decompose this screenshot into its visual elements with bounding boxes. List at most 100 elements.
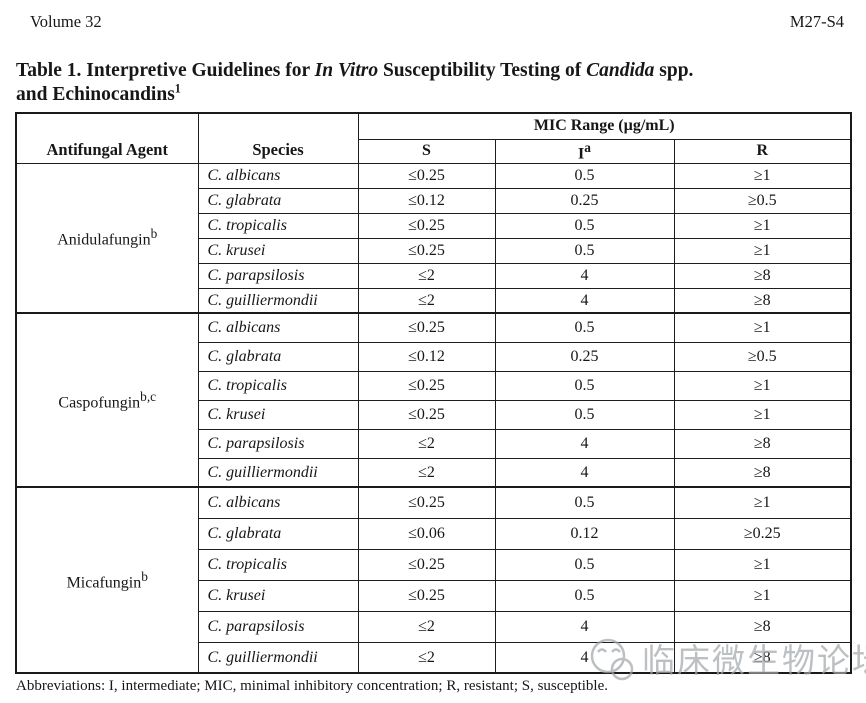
species-cell: C. glabrata <box>197 187 359 214</box>
agent-name: Micafungin <box>66 573 142 591</box>
i-value-cell: 4 <box>494 457 675 488</box>
species-cell: C. guilliermondii <box>197 287 359 314</box>
s-value-cell: ≤2 <box>357 641 496 674</box>
s-value-cell: ≤0.25 <box>357 579 496 612</box>
table-title-line2: and Echinocandins1 <box>16 81 862 107</box>
species-cell: C. glabrata <box>197 517 359 550</box>
table-row: C. guilliermondii ≤2 4 ≥8 <box>16 287 852 314</box>
volume-label: Volume 32 <box>30 12 102 31</box>
table-row: C. parapsilosis ≤2 4 ≥8 <box>16 262 852 289</box>
i-value-cell: 0.12 <box>494 517 675 550</box>
r-value-cell: ≥8 <box>673 610 852 643</box>
header-row-sir: S Ia R <box>16 138 852 164</box>
species-cell: C. albicans <box>197 312 359 343</box>
table-row: C. parapsilosis ≤2 4 ≥8 <box>16 428 852 459</box>
s-value-cell: ≤0.12 <box>357 341 496 372</box>
species-cell: C. parapsilosis <box>197 262 359 289</box>
i-value-cell: 4 <box>494 641 675 674</box>
s-value-cell: ≤0.25 <box>357 212 496 239</box>
title-text: spp. <box>654 60 694 81</box>
i-value-cell: 4 <box>494 287 675 314</box>
species-cell: C. parapsilosis <box>197 428 359 459</box>
table-title-line1: Table 1. Interpretive Guidelines for In … <box>16 59 862 83</box>
i-value-cell: 0.5 <box>494 399 675 430</box>
i-value-cell: 0.5 <box>494 486 675 519</box>
i-value-cell: 0.5 <box>494 312 675 343</box>
species-cell: C. krusei <box>197 237 359 264</box>
table-row: C. krusei ≤0.25 0.5 ≥1 <box>16 579 852 612</box>
s-value-cell: ≤2 <box>357 262 496 289</box>
r-value-cell: ≥1 <box>673 162 852 189</box>
header-row-mic-range: Antifungal Agent Species MIC Range (µg/m… <box>15 112 852 164</box>
i-value-cell: 0.5 <box>494 548 675 581</box>
s-value-cell: ≤0.25 <box>357 162 496 189</box>
table-row: C. glabrata ≤0.12 0.25 ≥0.5 <box>16 187 852 214</box>
s-value-cell: ≤0.12 <box>357 187 496 214</box>
r-value-cell: ≥1 <box>673 399 852 430</box>
document-code-label: M27-S4 <box>789 12 844 31</box>
agent-name: Caspofungin <box>58 393 141 411</box>
s-value-cell: ≤0.25 <box>357 370 496 401</box>
r-value-cell: ≥8 <box>673 457 852 488</box>
r-value-cell: ≥8 <box>673 287 852 314</box>
species-cell: C. krusei <box>197 579 359 612</box>
r-value-cell: ≥0.5 <box>673 341 852 372</box>
agent-footnote-marker: b <box>150 226 158 242</box>
title-italic-in-vitro: In Vitro <box>314 60 379 81</box>
i-value-cell: 0.5 <box>494 237 675 264</box>
table-row: C. glabrata ≤0.06 0.12 ≥0.25 <box>16 517 852 550</box>
table-row: C. glabrata ≤0.12 0.25 ≥0.5 <box>16 341 852 372</box>
r-value-cell: ≥1 <box>673 237 852 264</box>
agent-name: Anidulafungin <box>57 231 151 249</box>
header-s: S <box>357 138 496 164</box>
i-value-cell: 0.5 <box>494 370 675 401</box>
table-title: Table 1. Interpretive Guidelines for In … <box>16 59 862 106</box>
i-value-cell: 0.5 <box>494 162 675 189</box>
i-value-cell: 0.5 <box>494 579 675 612</box>
table-header: Antifungal Agent Species MIC Range (µg/m… <box>15 112 852 164</box>
agent-footnote-marker: b,c <box>140 388 157 404</box>
s-value-cell: ≤0.25 <box>357 548 496 581</box>
table-row: C. guilliermondii ≤2 4 ≥8 <box>16 457 852 488</box>
table-body: Anidulafunginb C. albicans ≤0.25 0.5 ≥1 … <box>15 162 852 674</box>
header-i: Ia <box>494 138 675 164</box>
agent-cell-micafungin: Micafunginb <box>15 486 199 674</box>
species-cell: C. guilliermondii <box>197 457 359 488</box>
title-text: Table 1. Interpretive Guidelines for <box>16 60 315 81</box>
title-footnote-marker: 1 <box>174 81 181 95</box>
header-i-label: I <box>578 144 585 162</box>
r-value-cell: ≥1 <box>673 312 852 343</box>
species-cell: C. tropicalis <box>197 548 359 581</box>
species-cell: C. krusei <box>197 399 359 430</box>
r-value-cell: ≥0.25 <box>673 517 852 550</box>
table-row: C. krusei ≤0.25 0.5 ≥1 <box>16 237 852 264</box>
header-antifungal-agent: Antifungal Agent <box>15 112 199 164</box>
table-row: C. tropicalis ≤0.25 0.5 ≥1 <box>16 370 852 401</box>
i-value-cell: 0.25 <box>494 187 675 214</box>
species-cell: C. guilliermondii <box>197 641 359 674</box>
r-value-cell: ≥8 <box>673 262 852 289</box>
s-value-cell: ≤0.25 <box>357 312 496 343</box>
i-value-cell: 4 <box>494 610 675 643</box>
header-species: Species <box>197 112 359 164</box>
r-value-cell: ≥8 <box>673 641 852 674</box>
table-row: Micafunginb C. albicans ≤0.25 0.5 ≥1 <box>15 486 852 674</box>
s-value-cell: ≤2 <box>357 457 496 488</box>
header-mic-range: MIC Range (µg/mL) <box>357 112 852 140</box>
header-i-footnote-marker: a <box>584 139 591 155</box>
species-cell: C. albicans <box>197 486 359 519</box>
s-value-cell: ≤0.25 <box>357 237 496 264</box>
table-row: Caspofunginb,c C. albicans ≤0.25 0.5 ≥1 <box>15 312 852 488</box>
r-value-cell: ≥1 <box>673 370 852 401</box>
i-value-cell: 4 <box>494 428 675 459</box>
table-row: C. guilliermondii ≤2 4 ≥8 <box>16 641 852 674</box>
i-value-cell: 0.25 <box>494 341 675 372</box>
title-text: Susceptibility Testing of <box>378 60 587 81</box>
i-value-cell: 4 <box>494 262 675 289</box>
r-value-cell: ≥1 <box>673 579 852 612</box>
agent-cell-caspofungin: Caspofunginb,c <box>15 312 199 488</box>
r-value-cell: ≥1 <box>673 548 852 581</box>
species-cell: C. albicans <box>197 162 359 189</box>
header-r: R <box>673 138 852 164</box>
s-value-cell: ≤0.06 <box>357 517 496 550</box>
